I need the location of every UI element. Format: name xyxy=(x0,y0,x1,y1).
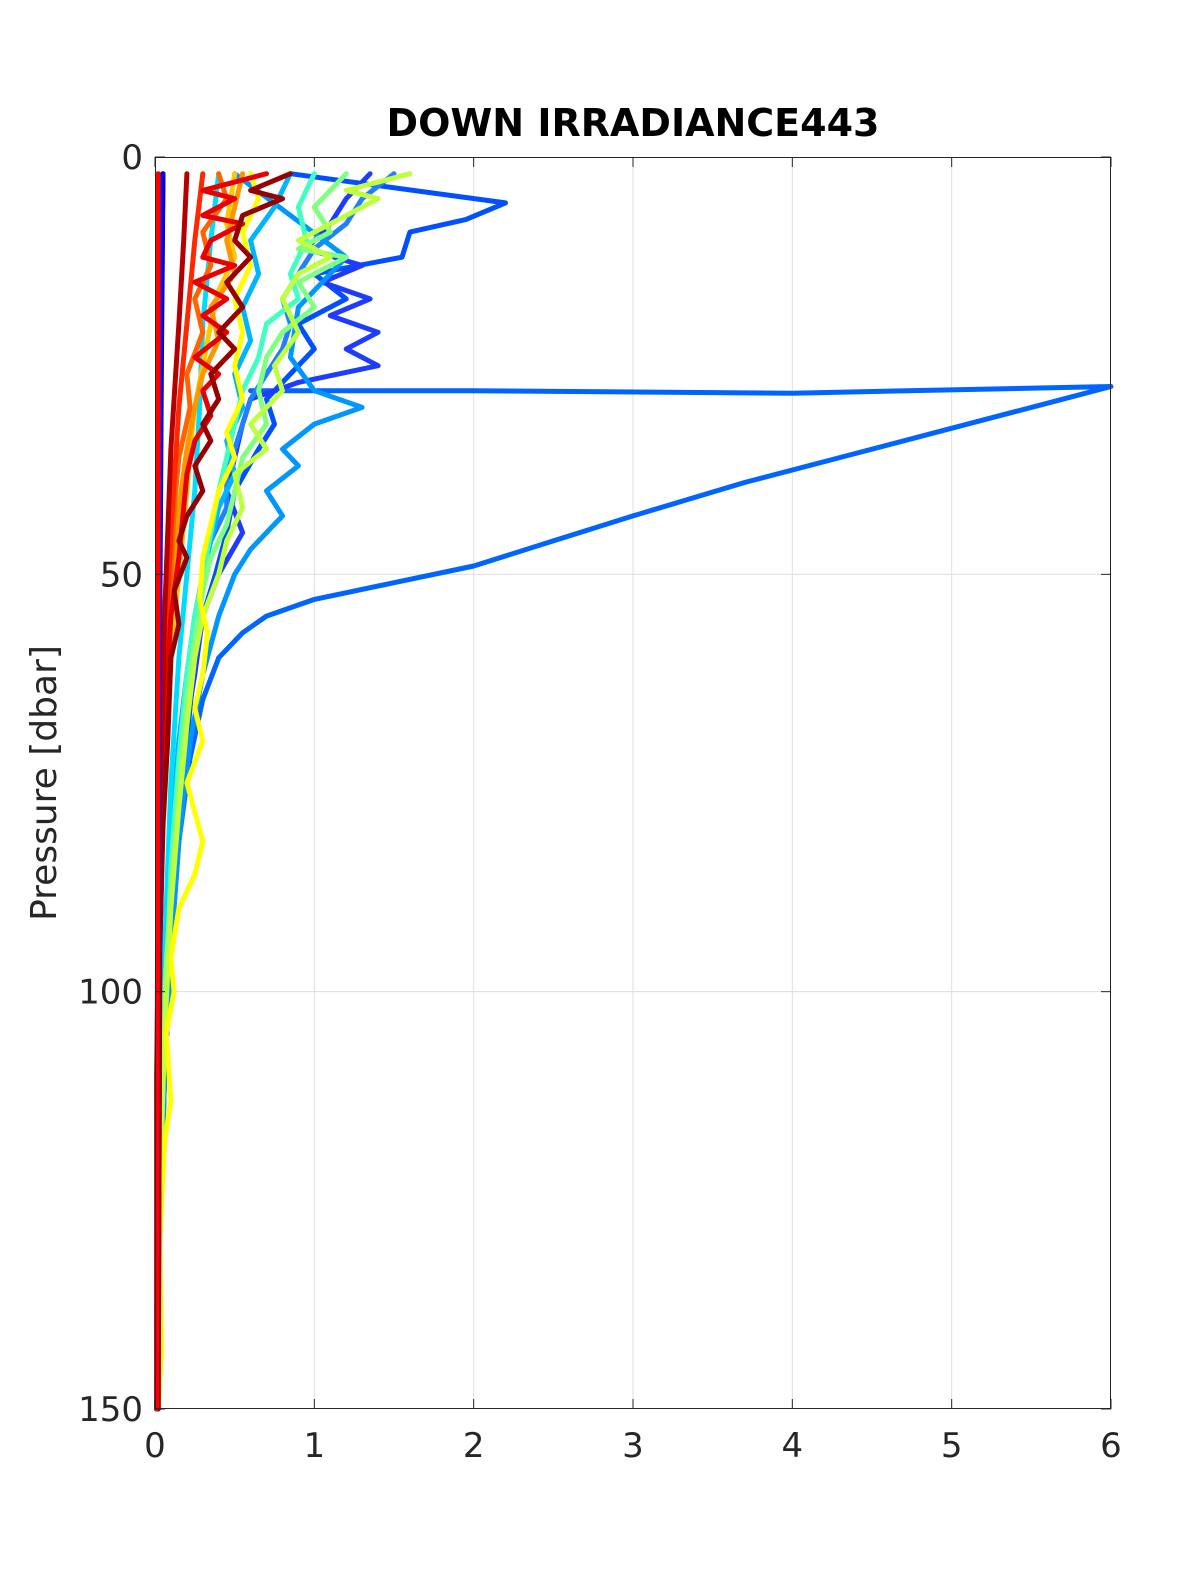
series-line-21 xyxy=(154,171,161,1412)
x-tick-label: 2 xyxy=(463,1426,485,1466)
series-line-17 xyxy=(155,171,293,1412)
series-layer xyxy=(154,171,1114,1412)
series-line-5 xyxy=(155,171,365,1412)
x-tick-label: 5 xyxy=(941,1426,963,1466)
x-tick-label: 3 xyxy=(622,1426,644,1466)
x-tick-label: 1 xyxy=(304,1426,326,1466)
x-tick-label: 6 xyxy=(1100,1426,1122,1466)
y-tick-label: 50 xyxy=(100,555,143,595)
y-tick-label: 100 xyxy=(78,973,143,1013)
grid-lines xyxy=(155,157,1111,1409)
y-axis-label: Pressure [dbar] xyxy=(24,645,65,921)
series-line-16 xyxy=(155,171,269,1412)
y-tick-label: 0 xyxy=(121,138,143,178)
chart-title: DOWN IRRADIANCE443 xyxy=(387,101,880,145)
series-line-10 xyxy=(155,171,413,1412)
x-tick-label: 4 xyxy=(782,1426,804,1466)
x-tick-label: 0 xyxy=(144,1426,166,1466)
y-tick-label: 150 xyxy=(78,1390,143,1430)
series-line-11 xyxy=(155,171,262,1412)
axis-ticks: 0 1 2 3 4 5 6 0 50 100 150 xyxy=(78,138,1122,1466)
